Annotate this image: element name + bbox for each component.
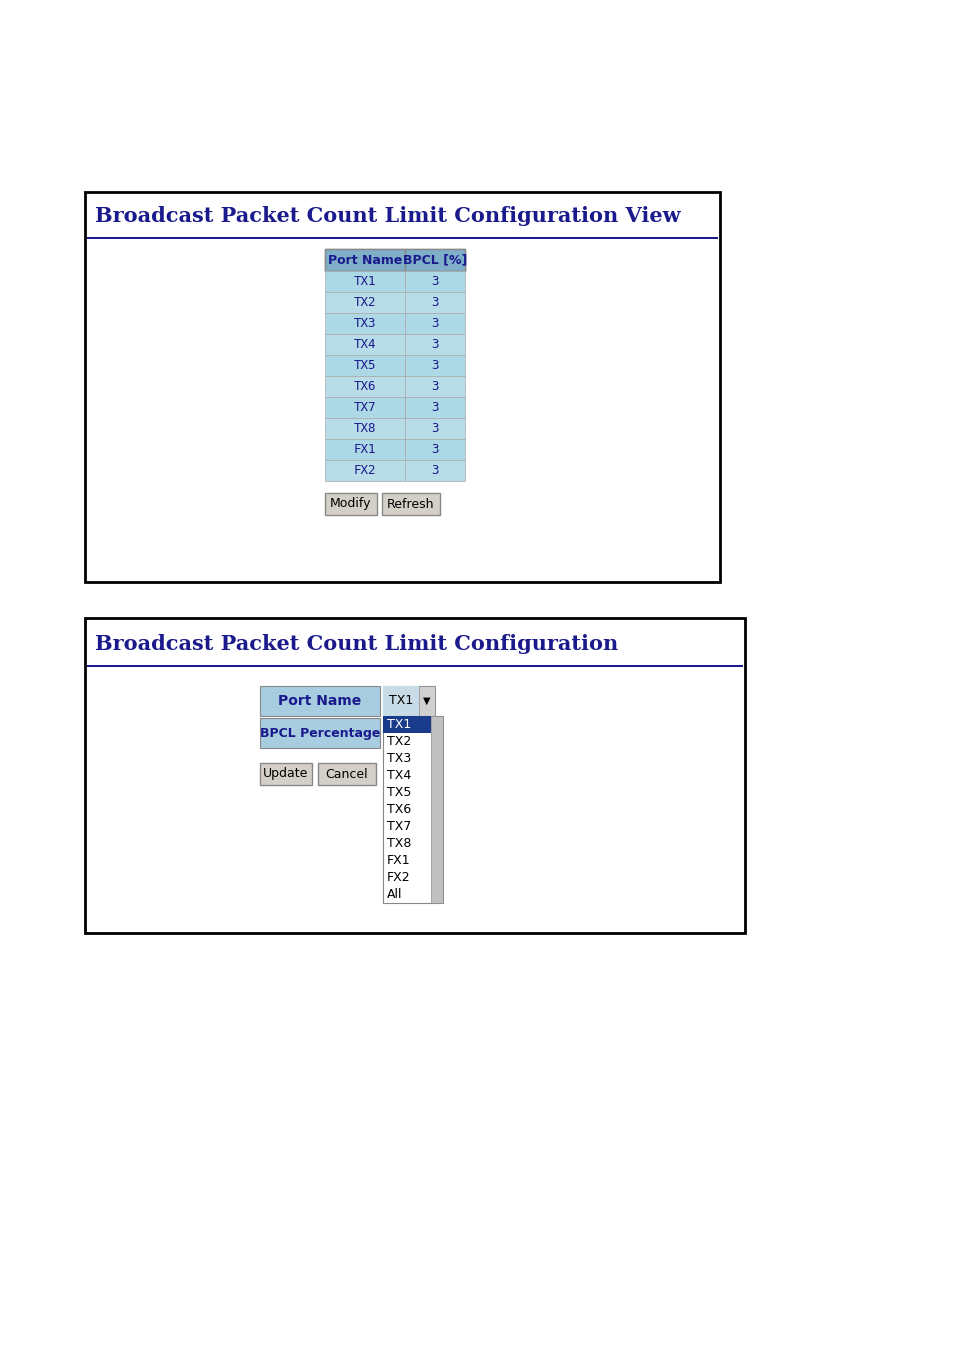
- Text: TX5: TX5: [354, 359, 375, 372]
- Text: TX2: TX2: [387, 735, 411, 748]
- Bar: [87, 195, 718, 239]
- Bar: [405, 249, 464, 272]
- Text: 3: 3: [431, 422, 438, 435]
- Bar: [405, 272, 464, 292]
- Text: TX1: TX1: [387, 717, 411, 731]
- Text: Cancel: Cancel: [325, 767, 368, 781]
- Bar: [325, 334, 405, 355]
- Bar: [325, 292, 405, 313]
- Text: Broadcast Packet Count Limit Configuration View: Broadcast Packet Count Limit Configurati…: [95, 207, 679, 227]
- Bar: [325, 397, 405, 417]
- Bar: [325, 313, 405, 334]
- Bar: [325, 249, 464, 272]
- Bar: [260, 686, 379, 716]
- Text: Broadcast Packet Count Limit Configuration: Broadcast Packet Count Limit Configurati…: [95, 634, 618, 654]
- Bar: [325, 272, 405, 292]
- Text: 3: 3: [431, 401, 438, 413]
- Text: 3: 3: [431, 317, 438, 330]
- Text: Modify: Modify: [330, 497, 372, 511]
- Text: TX4: TX4: [354, 338, 375, 351]
- Text: FX2: FX2: [387, 871, 410, 884]
- Text: 3: 3: [431, 338, 438, 351]
- Bar: [382, 686, 435, 716]
- Text: TX6: TX6: [354, 380, 375, 393]
- Bar: [382, 716, 431, 734]
- Text: 3: 3: [431, 380, 438, 393]
- Text: Refresh: Refresh: [387, 497, 435, 511]
- Text: TX5: TX5: [387, 786, 411, 798]
- Bar: [405, 292, 464, 313]
- Bar: [325, 249, 405, 272]
- Text: FX1: FX1: [387, 854, 410, 867]
- Text: 3: 3: [431, 276, 438, 288]
- Text: TX8: TX8: [354, 422, 375, 435]
- Text: Port Name: Port Name: [278, 694, 361, 708]
- Text: TX7: TX7: [387, 820, 411, 834]
- Text: TX6: TX6: [387, 802, 411, 816]
- Text: TX8: TX8: [387, 838, 411, 850]
- Bar: [325, 439, 405, 459]
- Bar: [381, 493, 439, 515]
- Bar: [405, 439, 464, 459]
- Bar: [325, 355, 405, 376]
- Bar: [87, 236, 718, 239]
- Text: 3: 3: [431, 443, 438, 457]
- Text: 3: 3: [431, 463, 438, 477]
- Text: TX1: TX1: [354, 276, 375, 288]
- Text: TX2: TX2: [354, 296, 375, 309]
- Bar: [87, 620, 742, 667]
- Text: TX1: TX1: [389, 694, 413, 708]
- Bar: [85, 192, 720, 582]
- Bar: [405, 376, 464, 397]
- Text: TX4: TX4: [387, 769, 411, 782]
- Text: FX1: FX1: [354, 443, 375, 457]
- Bar: [260, 717, 379, 748]
- Bar: [405, 397, 464, 417]
- Text: Port Name: Port Name: [328, 254, 402, 266]
- Text: Update: Update: [263, 767, 309, 781]
- Bar: [418, 686, 435, 716]
- Text: ▼: ▼: [423, 696, 431, 707]
- Bar: [405, 459, 464, 481]
- Text: 3: 3: [431, 359, 438, 372]
- Bar: [325, 493, 376, 515]
- Bar: [325, 417, 405, 439]
- Text: TX3: TX3: [387, 753, 411, 765]
- Text: TX7: TX7: [354, 401, 375, 413]
- Text: 3: 3: [431, 296, 438, 309]
- Bar: [87, 665, 742, 667]
- Bar: [317, 763, 375, 785]
- Bar: [382, 716, 442, 902]
- Bar: [405, 334, 464, 355]
- Bar: [325, 376, 405, 397]
- Text: FX2: FX2: [354, 463, 375, 477]
- Text: All: All: [387, 888, 402, 901]
- Text: BPCL Percentage: BPCL Percentage: [259, 727, 380, 739]
- Bar: [260, 763, 312, 785]
- Bar: [405, 313, 464, 334]
- Bar: [85, 617, 744, 934]
- Bar: [431, 716, 442, 902]
- Bar: [405, 355, 464, 376]
- Text: BPCL [%]: BPCL [%]: [402, 254, 467, 266]
- Bar: [382, 686, 418, 716]
- Bar: [405, 417, 464, 439]
- Bar: [325, 459, 405, 481]
- Text: TX3: TX3: [354, 317, 375, 330]
